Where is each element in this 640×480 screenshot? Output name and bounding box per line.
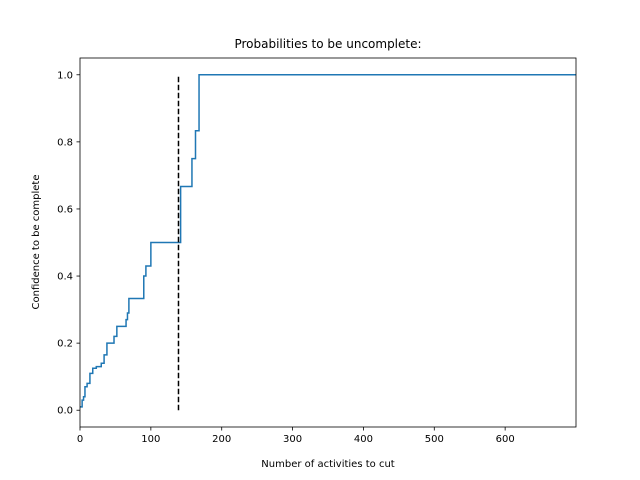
x-tick-label: 600: [496, 434, 515, 445]
y-tick-label: 0.4: [57, 272, 73, 283]
chart-title: Probabilities to be uncomplete:: [234, 37, 421, 51]
axes-frame: [79, 57, 577, 428]
x-tick-label: 200: [212, 434, 231, 445]
x-tick-label: 400: [354, 434, 373, 445]
x-tick-label: 300: [283, 434, 302, 445]
y-tick-label: 0.0: [57, 406, 73, 417]
y-tick-label: 0.8: [57, 137, 73, 148]
y-tick-label: 0.6: [57, 204, 73, 215]
x-tick-label: 100: [141, 434, 160, 445]
y-axis-label: Confidence to be complete: [31, 174, 42, 309]
series-line-0: [80, 74, 576, 408]
x-tick-label: 500: [425, 434, 444, 445]
x-axis-label: Number of activities to cut: [261, 459, 394, 470]
plot-area: [80, 74, 576, 411]
y-tick-label: 0.2: [57, 339, 73, 350]
y-tick-label: 1.0: [57, 70, 73, 81]
axes: 0 100 200 300 400 500 600 0.0 0.2 0.4 0.6 0.8 1.0: [57, 57, 577, 445]
x-tick-label: 0: [77, 434, 83, 445]
